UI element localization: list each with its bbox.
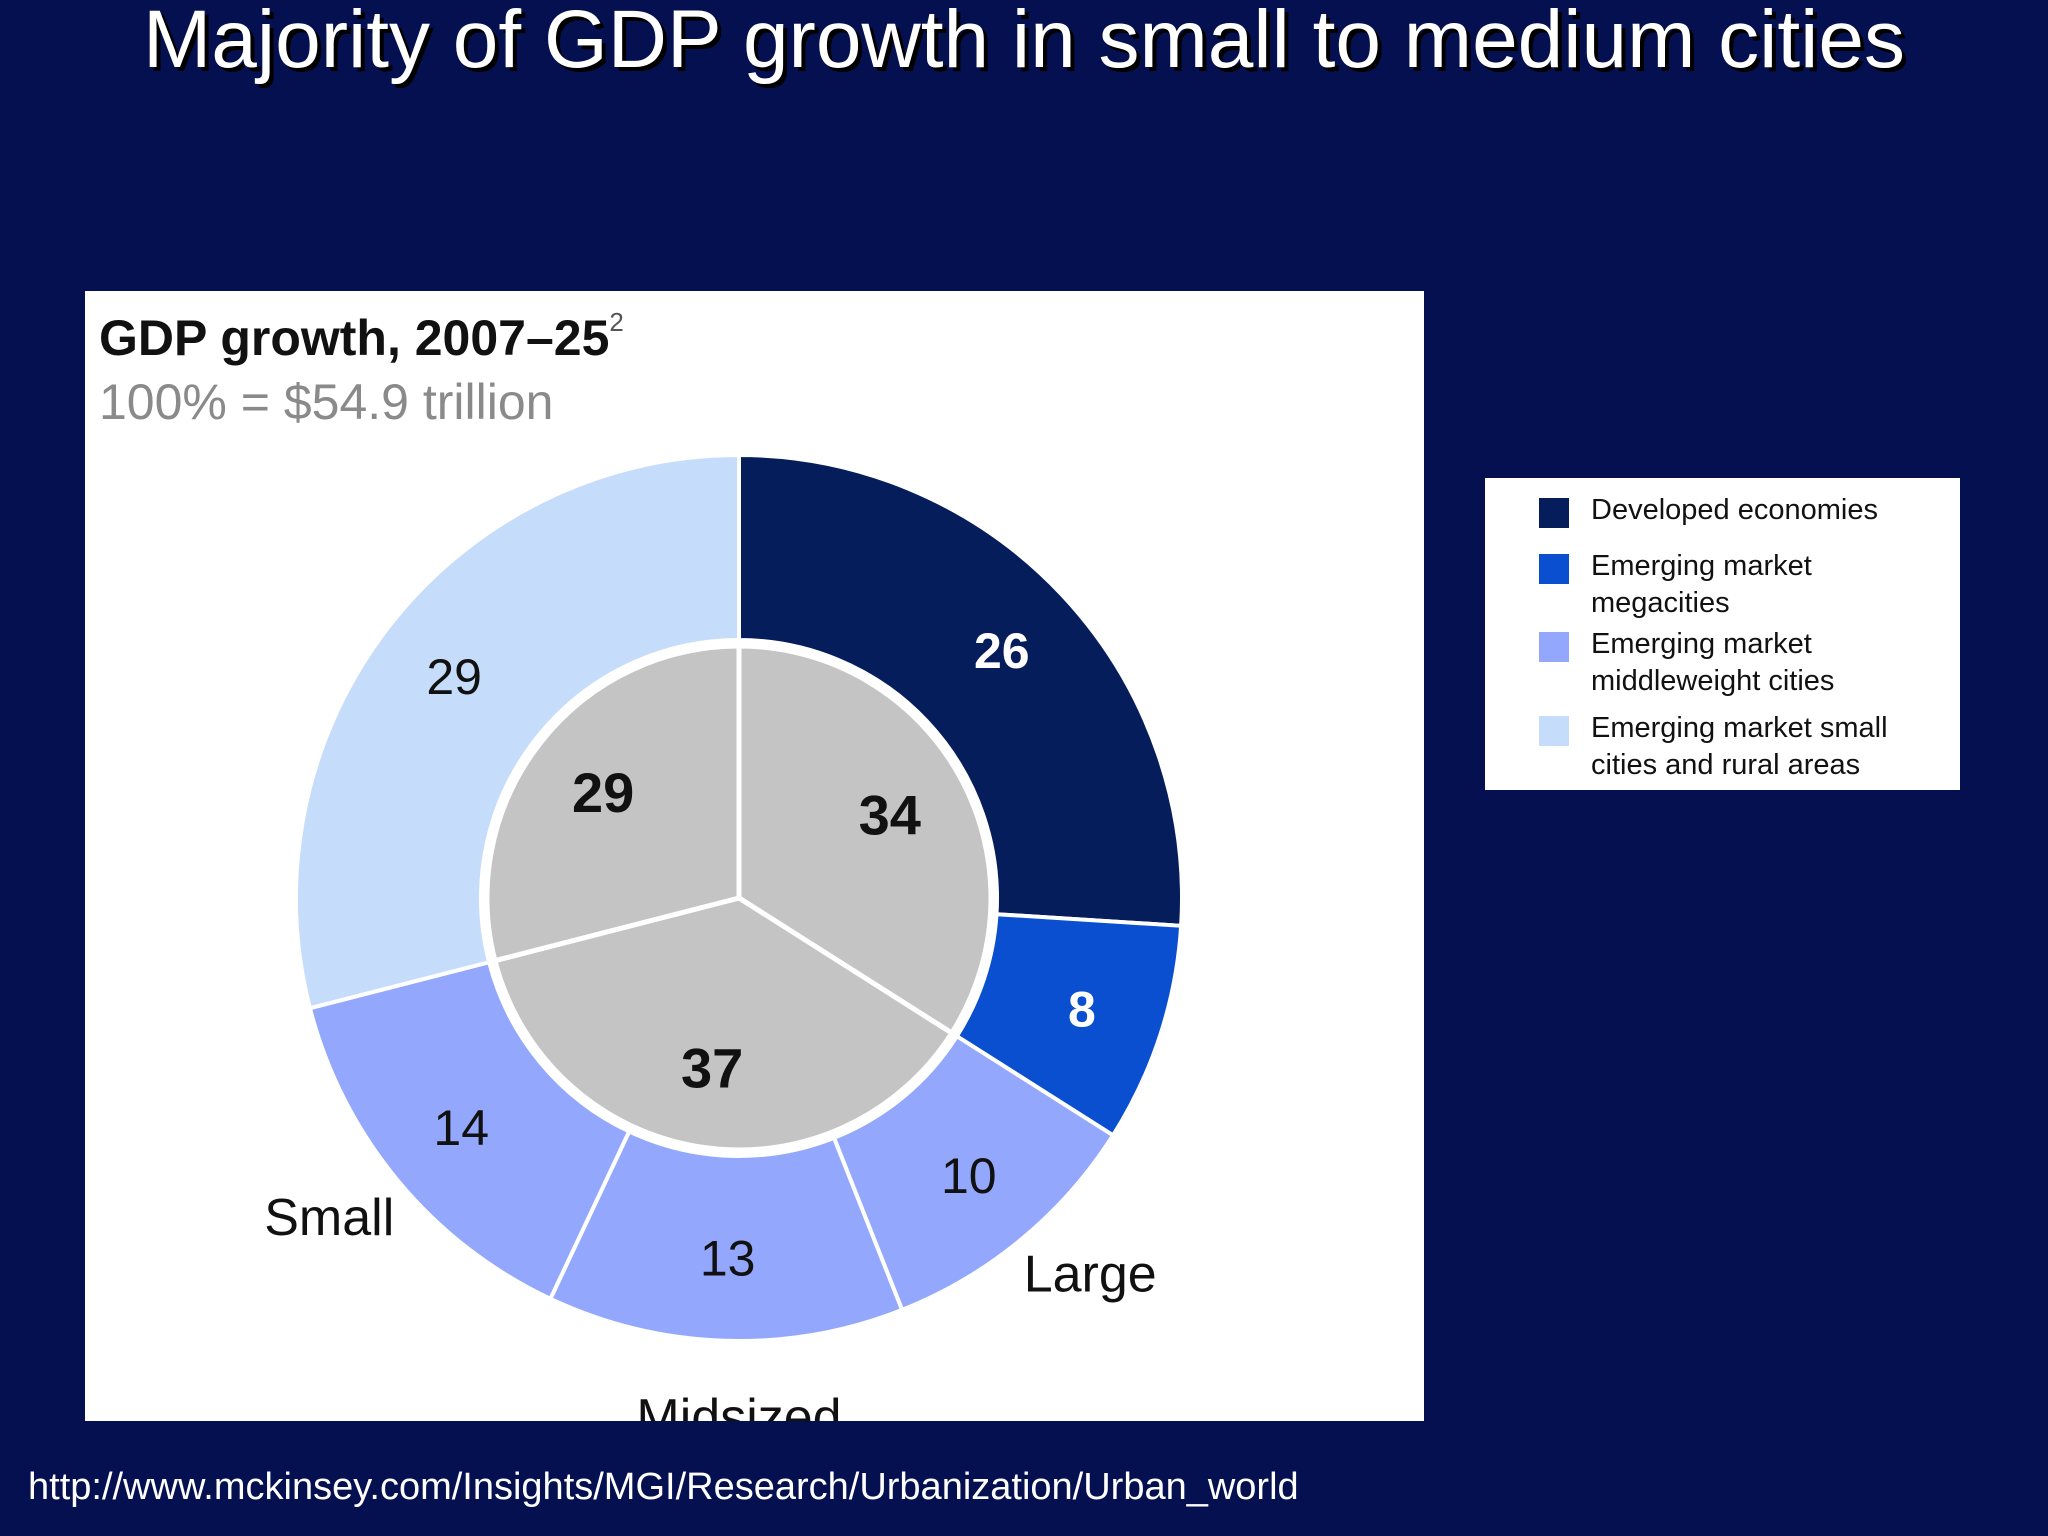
outer-segment-0 [737, 452, 1184, 928]
inner-value-label-1: 37 [681, 1036, 743, 1099]
inner-value-label-0: 34 [859, 784, 921, 847]
donut-chart: 26 8 10 13 14 29 34 Large 37 Midsized 29 Small [264, 452, 1184, 1421]
outer-value-label-4: 14 [433, 1100, 489, 1156]
outer-segment-5 [294, 452, 741, 1011]
legend-swatch [1539, 716, 1569, 746]
inner-segment-midsized [491, 895, 956, 1153]
chart-subtitle: 100% = $54.9 trillion [99, 374, 554, 430]
category-label-small: Small [264, 1189, 394, 1247]
category-label-large: Large [1024, 1246, 1157, 1304]
outer-value-label-1: 8 [1068, 981, 1096, 1037]
legend-label: Emerging market middleweight cities [1591, 628, 1835, 697]
chart-legend: Developed economies Emerging market mega… [1485, 478, 1960, 790]
chart-title-text: GDP growth, 2007–25 [99, 310, 610, 366]
slide-title: Majority of GDP growth in small to mediu… [142, 0, 1906, 85]
legend-label: Emerging market small cities and rural a… [1591, 712, 1888, 781]
outer-value-label-5: 29 [426, 649, 482, 705]
outer-value-label-2: 10 [941, 1148, 997, 1204]
legend-swatch [1539, 498, 1569, 528]
outer-segment-3 [547, 1128, 905, 1343]
source-link[interactable]: http://www.mckinsey.com/Insights/MGI/Res… [28, 1466, 1299, 1508]
legend-swatch [1539, 632, 1569, 662]
legend-label: Developed economies [1591, 494, 1878, 526]
chart-title-footnote: 2 [609, 307, 624, 337]
chart-title: GDP growth, 2007–252 [99, 307, 624, 367]
legend-swatch [1539, 554, 1569, 584]
outer-value-label-0: 26 [974, 623, 1030, 679]
inner-value-label-2: 29 [572, 761, 634, 824]
outer-segment-4 [307, 959, 632, 1302]
chart-panel: 26 8 10 13 14 29 34 Large 37 Midsized 29 Small GDP … [85, 291, 1424, 1421]
inner-segment-small [484, 643, 742, 964]
category-label-midsized: Midsized [636, 1389, 841, 1421]
legend-label: Emerging market megacities [1591, 550, 1812, 619]
outer-value-label-3: 13 [700, 1230, 756, 1286]
